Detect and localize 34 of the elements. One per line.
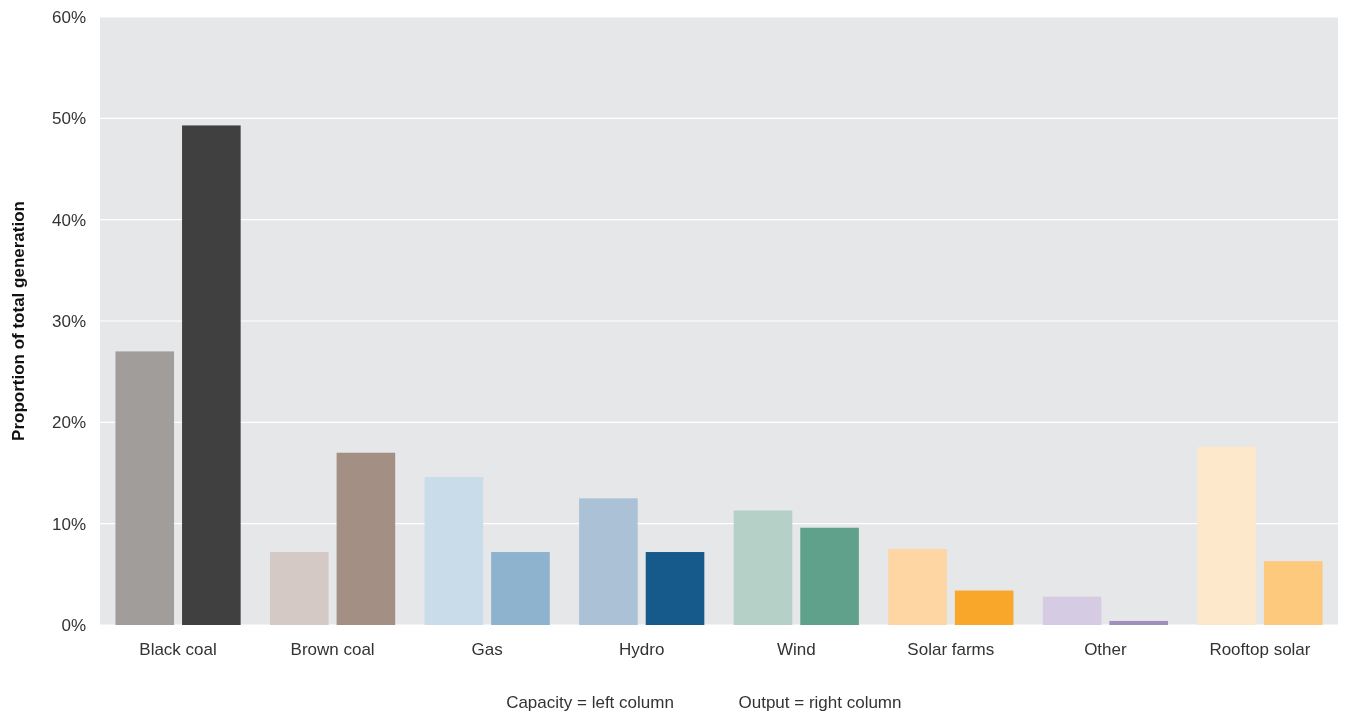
bar xyxy=(800,527,859,625)
y-tick-label: 40% xyxy=(51,210,86,230)
x-tick-label: Solar farms xyxy=(907,640,995,659)
bar xyxy=(888,549,947,625)
y-axis-title: Proportion of total generation xyxy=(9,201,28,441)
bar xyxy=(1042,596,1102,625)
text: Capacity = left column xyxy=(506,693,674,712)
bar xyxy=(182,125,241,625)
bar xyxy=(645,552,705,625)
y-tick-label: 10% xyxy=(51,514,86,534)
y-tick-label: 30% xyxy=(51,311,86,331)
bar xyxy=(270,552,329,625)
bar xyxy=(954,590,1014,625)
y-tick-label: 0% xyxy=(61,615,86,635)
bar xyxy=(424,477,484,625)
bar xyxy=(733,510,793,625)
bar xyxy=(336,452,396,625)
x-tick-label: Wind xyxy=(776,640,816,659)
x-tick-label: Other xyxy=(1084,640,1127,659)
bar xyxy=(1263,561,1323,625)
text: Output = right column xyxy=(738,693,902,712)
y-tick-label: 50% xyxy=(51,109,86,129)
bar xyxy=(115,351,175,625)
bar xyxy=(579,498,638,625)
x-tick-label: Black coal xyxy=(139,640,217,659)
x-tick-label: Gas xyxy=(471,640,503,659)
bar xyxy=(1109,620,1168,625)
bar xyxy=(491,552,550,625)
x-tick-label: Rooftop solar xyxy=(1209,640,1311,659)
x-tick-label: Hydro xyxy=(619,640,665,659)
y-tick-label: 20% xyxy=(51,413,86,433)
y-tick-label: 60% xyxy=(51,7,86,27)
x-tick-label: Brown coal xyxy=(290,640,375,659)
bar xyxy=(1197,446,1256,625)
